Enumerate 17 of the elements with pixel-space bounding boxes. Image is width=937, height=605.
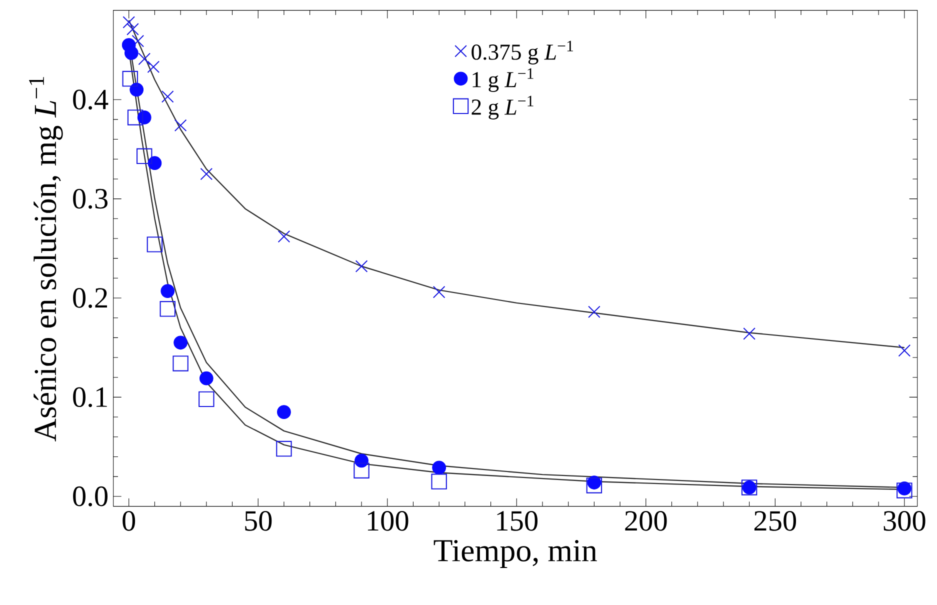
x-tick-label: 0: [122, 511, 136, 531]
x-tick-label: 100: [368, 511, 408, 531]
x-tick-label: 250: [754, 511, 796, 531]
x-tick-label: 150: [497, 511, 538, 531]
x-tick-label: 50: [245, 511, 272, 531]
legend-label: 0.375 g L$^{−1}$: [472, 40, 573, 64]
x-axis-title: Tiempo, min: [434, 540, 597, 568]
y-axis-title: Asénico en solución, mg L$^{−1}$: [29, 77, 63, 442]
legend-label: 2 g L$^{−1}$: [472, 96, 534, 120]
y-tick-label: 0.2: [73, 288, 108, 308]
y-tick-label: 0.3: [73, 188, 108, 209]
legend-label: 1 g L$^{−1}$: [472, 68, 534, 92]
x-tick-label: 200: [625, 511, 667, 531]
y-tick-label: 0.1: [73, 387, 107, 408]
x-tick-label: 300: [884, 511, 926, 531]
y-tick-label: 0.0: [73, 486, 108, 506]
y-tick-label: 0.4: [73, 90, 108, 110]
